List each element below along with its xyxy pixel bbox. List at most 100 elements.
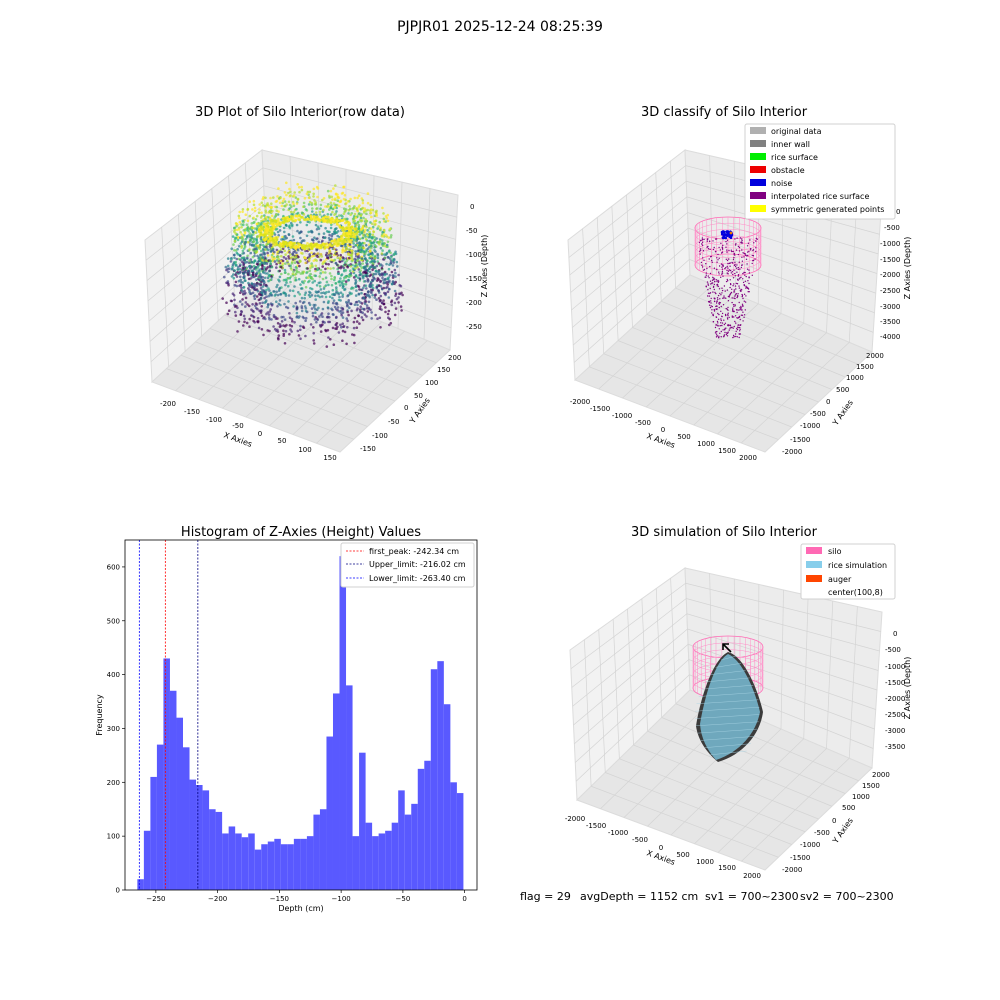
classify-point xyxy=(738,250,741,252)
raw-point xyxy=(365,304,369,307)
raw-point xyxy=(375,279,379,282)
raw-point xyxy=(348,256,351,260)
raw-point xyxy=(330,283,334,287)
histogram-bar xyxy=(196,785,203,890)
classify-point xyxy=(715,316,717,318)
raw-point xyxy=(369,255,373,258)
raw-point xyxy=(333,197,337,200)
raw-point xyxy=(306,276,310,279)
classify-point xyxy=(727,280,729,282)
raw-point xyxy=(314,267,317,271)
raw-point xyxy=(277,187,280,190)
raw-point xyxy=(344,247,348,250)
classify-point xyxy=(701,241,704,243)
raw-point xyxy=(259,253,262,257)
classify-point xyxy=(716,261,718,263)
raw-point xyxy=(255,222,259,226)
raw-point xyxy=(283,191,287,194)
classify-point xyxy=(743,271,745,274)
raw-point xyxy=(395,297,399,301)
raw-point xyxy=(270,202,273,205)
raw-point xyxy=(307,196,311,200)
raw-point xyxy=(357,225,361,229)
raw-point xyxy=(267,294,271,298)
classify-ytick: -1500 xyxy=(790,436,810,444)
raw-point xyxy=(239,278,242,282)
classify-point xyxy=(718,313,720,316)
raw-point xyxy=(281,237,285,241)
raw-point xyxy=(377,262,381,265)
raw-point xyxy=(279,265,283,269)
simulation-xtick: -1000 xyxy=(608,829,628,837)
raw-point xyxy=(370,222,374,226)
raw-point xyxy=(255,281,259,285)
raw-point xyxy=(377,225,380,228)
raw-point xyxy=(363,211,366,214)
raw-point xyxy=(237,214,241,218)
classify-point xyxy=(727,300,730,302)
raw-point xyxy=(340,234,343,238)
raw-point xyxy=(374,313,377,317)
raw-point xyxy=(376,227,379,230)
raw-point xyxy=(249,227,252,231)
raw-point xyxy=(311,264,314,267)
raw-point xyxy=(315,237,318,241)
raw-point xyxy=(290,213,294,216)
classify-point xyxy=(737,268,739,271)
raw-point xyxy=(358,241,361,244)
raw-ytick: -100 xyxy=(372,432,388,440)
raw-point xyxy=(302,212,306,216)
classify-ztick: -3500 xyxy=(880,318,900,326)
raw-point xyxy=(363,228,367,232)
raw-point xyxy=(340,273,344,276)
classify-point xyxy=(708,300,710,303)
raw-point xyxy=(299,337,302,341)
classify-y-ticks: -2000 -1500 -1000 -500 0 500 1000 1500 2… xyxy=(782,352,884,456)
grid-line xyxy=(573,259,690,363)
raw-point xyxy=(275,199,279,203)
classify-point xyxy=(749,239,751,241)
raw-point xyxy=(246,303,249,306)
raw-point xyxy=(346,304,349,308)
raw-point xyxy=(366,280,370,283)
histogram-ytick-label: 500 xyxy=(107,617,120,625)
raw-point xyxy=(295,269,298,272)
raw-point xyxy=(246,254,249,258)
grid-line xyxy=(655,588,663,718)
raw-point xyxy=(297,291,300,294)
raw-point xyxy=(394,280,398,284)
classify-point xyxy=(736,311,738,314)
grid-line xyxy=(661,717,846,794)
classify-point xyxy=(745,295,747,297)
raw-point xyxy=(277,302,281,306)
raw-point xyxy=(287,191,290,195)
simulation-ytick: -1000 xyxy=(800,841,820,849)
raw-point xyxy=(273,242,277,246)
raw-point xyxy=(331,210,334,214)
raw-point xyxy=(374,250,377,253)
classify-point xyxy=(715,302,718,304)
raw-point xyxy=(260,328,264,331)
raw-point xyxy=(304,319,307,323)
raw-point xyxy=(238,267,242,271)
histogram-bar xyxy=(222,833,229,890)
legend-label-symmetric: symmetric generated points xyxy=(771,205,884,214)
histogram-vlines xyxy=(138,540,199,890)
raw-point xyxy=(385,262,388,266)
classify-point xyxy=(718,257,720,259)
raw-point xyxy=(378,307,382,311)
raw-point xyxy=(341,329,345,333)
raw-point xyxy=(357,262,361,266)
raw-point xyxy=(266,311,270,314)
raw-point xyxy=(343,238,346,242)
raw-point xyxy=(271,247,275,251)
classify-point xyxy=(729,265,731,267)
raw-point xyxy=(221,297,224,300)
raw-point xyxy=(365,307,369,310)
raw-point xyxy=(381,249,384,252)
classify-point xyxy=(721,287,723,289)
raw-point xyxy=(329,206,333,210)
raw-point xyxy=(339,253,343,257)
raw-point xyxy=(280,272,283,276)
raw-point xyxy=(361,201,365,205)
